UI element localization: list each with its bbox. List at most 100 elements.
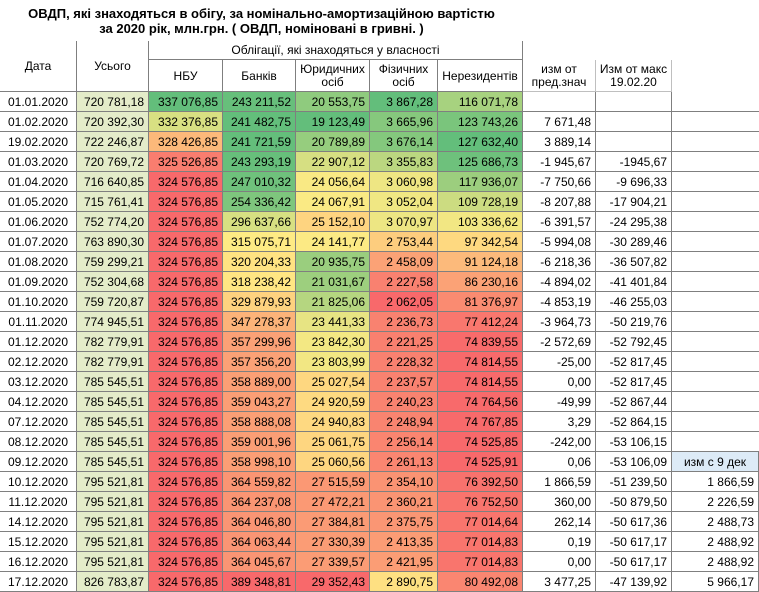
cell-nbu[interactable]: 324 576,85: [149, 552, 223, 572]
cell-physical[interactable]: 3 665,96: [370, 112, 438, 132]
cell-banks[interactable]: 247 010,32: [223, 172, 296, 192]
cell-change-9dec[interactable]: [672, 272, 759, 292]
cell-date[interactable]: 14.12.2020: [0, 512, 77, 532]
cell-nonresidents[interactable]: 76 752,50: [438, 492, 523, 512]
cell-legal[interactable]: 23 803,99: [296, 352, 370, 372]
cell-change-prev[interactable]: -2 572,69: [523, 332, 596, 352]
cell-total[interactable]: 785 545,51: [77, 372, 149, 392]
cell-banks[interactable]: 357 299,96: [223, 332, 296, 352]
cell-change-max[interactable]: -50 617,36: [596, 512, 672, 532]
cell-nonresidents[interactable]: 109 728,19: [438, 192, 523, 212]
header-banks[interactable]: Банків: [223, 60, 296, 92]
cell-change-prev[interactable]: 3 889,14: [523, 132, 596, 152]
cell-change-9dec[interactable]: 2 488,92: [672, 552, 759, 572]
cell-legal[interactable]: 20 789,89: [296, 132, 370, 152]
cell-date[interactable]: 03.12.2020: [0, 372, 77, 392]
cell-nbu[interactable]: 324 576,85: [149, 372, 223, 392]
cell-nbu[interactable]: 324 576,85: [149, 292, 223, 312]
cell-physical[interactable]: 2 228,32: [370, 352, 438, 372]
cell-date[interactable]: 01.02.2020: [0, 112, 77, 132]
cell-legal[interactable]: 22 907,12: [296, 152, 370, 172]
cell-banks[interactable]: 359 043,27: [223, 392, 296, 412]
cell-physical[interactable]: 2 256,14: [370, 432, 438, 452]
cell-change-9dec[interactable]: [672, 412, 759, 432]
cell-date[interactable]: 15.12.2020: [0, 532, 77, 552]
cell-date[interactable]: 01.04.2020: [0, 172, 77, 192]
cell-change-9dec[interactable]: [672, 252, 759, 272]
cell-total[interactable]: 759 720,87: [77, 292, 149, 312]
cell-change-max[interactable]: -52 867,44: [596, 392, 672, 412]
cell-physical[interactable]: 3 676,14: [370, 132, 438, 152]
cell-change-9dec[interactable]: [672, 92, 759, 112]
cell-physical[interactable]: 2 248,94: [370, 412, 438, 432]
cell-total[interactable]: 795 521,81: [77, 552, 149, 572]
cell-nbu[interactable]: 337 076,85: [149, 92, 223, 112]
cell-nbu[interactable]: 324 576,85: [149, 472, 223, 492]
cell-physical[interactable]: 3 070,97: [370, 212, 438, 232]
cell-change-max[interactable]: -50 617,17: [596, 532, 672, 552]
cell-change-max[interactable]: -47 139,92: [596, 572, 672, 592]
cell-date[interactable]: 04.12.2020: [0, 392, 77, 412]
cell-change-9dec[interactable]: [672, 152, 759, 172]
cell-nbu[interactable]: 328 426,85: [149, 132, 223, 152]
header-date[interactable]: Дата: [0, 41, 77, 92]
cell-change-9dec[interactable]: [672, 132, 759, 152]
cell-legal[interactable]: 25 061,75: [296, 432, 370, 452]
cell-nonresidents[interactable]: 77 014,83: [438, 532, 523, 552]
cell-change-9dec[interactable]: [672, 352, 759, 372]
cell-physical[interactable]: 3 060,98: [370, 172, 438, 192]
cell-nbu[interactable]: 324 576,85: [149, 272, 223, 292]
cell-nonresidents[interactable]: 74 814,55: [438, 372, 523, 392]
cell-total[interactable]: 795 521,81: [77, 512, 149, 532]
cell-nonresidents[interactable]: 91 124,18: [438, 252, 523, 272]
cell-change-max[interactable]: -9 696,33: [596, 172, 672, 192]
cell-banks[interactable]: 357 356,20: [223, 352, 296, 372]
cell-change-max[interactable]: -1945,67: [596, 152, 672, 172]
cell-total[interactable]: 763 890,30: [77, 232, 149, 252]
cell-change-prev[interactable]: 0,00: [523, 372, 596, 392]
cell-nonresidents[interactable]: 81 376,97: [438, 292, 523, 312]
cell-nonresidents[interactable]: 127 632,40: [438, 132, 523, 152]
cell-nbu[interactable]: 324 576,85: [149, 532, 223, 552]
cell-change-max[interactable]: -53 106,09: [596, 452, 672, 472]
cell-date[interactable]: 02.12.2020: [0, 352, 77, 372]
cell-nonresidents[interactable]: 117 936,07: [438, 172, 523, 192]
cell-nonresidents[interactable]: 74 767,85: [438, 412, 523, 432]
cell-total[interactable]: 752 304,68: [77, 272, 149, 292]
cell-physical[interactable]: 2 221,25: [370, 332, 438, 352]
cell-nbu[interactable]: 324 576,85: [149, 212, 223, 232]
cell-banks[interactable]: 241 721,59: [223, 132, 296, 152]
cell-total[interactable]: 826 783,87: [77, 572, 149, 592]
cell-change-max[interactable]: -51 239,50: [596, 472, 672, 492]
cell-change-9dec[interactable]: 2 226,59: [672, 492, 759, 512]
cell-total[interactable]: 752 774,20: [77, 212, 149, 232]
cell-nbu[interactable]: 324 576,85: [149, 492, 223, 512]
cell-nbu[interactable]: 324 576,85: [149, 312, 223, 332]
cell-nbu[interactable]: 324 576,85: [149, 452, 223, 472]
cell-physical[interactable]: 2 890,75: [370, 572, 438, 592]
header-nbu[interactable]: НБУ: [149, 60, 223, 92]
cell-nonresidents[interactable]: 74 525,85: [438, 432, 523, 452]
cell-date[interactable]: 10.12.2020: [0, 472, 77, 492]
cell-change-prev[interactable]: -6 218,36: [523, 252, 596, 272]
cell-change-prev[interactable]: 262,14: [523, 512, 596, 532]
cell-change-prev[interactable]: 1 866,59: [523, 472, 596, 492]
cell-change-max[interactable]: -53 106,15: [596, 432, 672, 452]
cell-date[interactable]: 19.02.2020: [0, 132, 77, 152]
cell-date[interactable]: 01.11.2020: [0, 312, 77, 332]
cell-legal[interactable]: 23 842,30: [296, 332, 370, 352]
cell-nonresidents[interactable]: 74 814,55: [438, 352, 523, 372]
cell-change-max[interactable]: -52 864,15: [596, 412, 672, 432]
cell-banks[interactable]: 243 211,52: [223, 92, 296, 112]
cell-legal[interactable]: 21 031,67: [296, 272, 370, 292]
cell-banks[interactable]: 347 278,37: [223, 312, 296, 332]
cell-date[interactable]: 01.08.2020: [0, 252, 77, 272]
cell-total[interactable]: 785 545,51: [77, 392, 149, 412]
cell-total[interactable]: 795 521,81: [77, 492, 149, 512]
cell-nonresidents[interactable]: 97 342,54: [438, 232, 523, 252]
cell-physical[interactable]: 2 227,58: [370, 272, 438, 292]
cell-physical[interactable]: 2 261,13: [370, 452, 438, 472]
cell-nbu[interactable]: 324 576,85: [149, 352, 223, 372]
header-group[interactable]: Облігації, які знаходяться у власності: [149, 41, 523, 60]
